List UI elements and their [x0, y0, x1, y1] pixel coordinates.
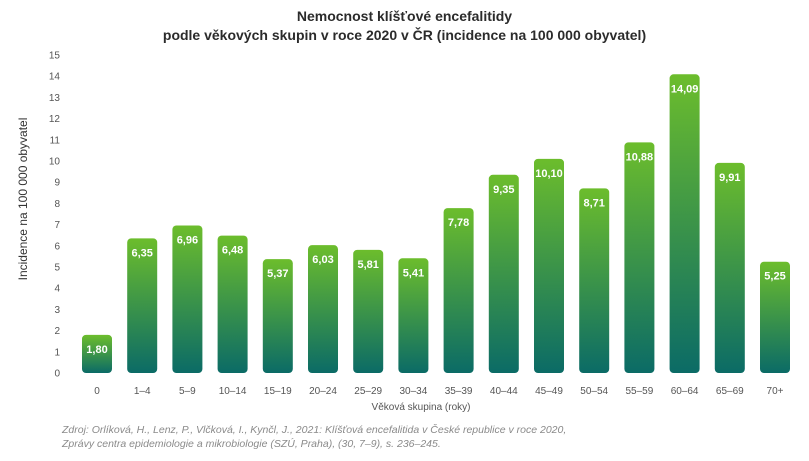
bar: [760, 261, 790, 373]
y-tick-label: 15: [49, 51, 61, 62]
bar-value-label: 5,41: [403, 267, 424, 279]
bar: [669, 74, 700, 374]
x-tick-label: 35–39: [445, 386, 473, 397]
x-tick-label: 10–14: [219, 386, 247, 397]
bar-value-label: 10,88: [626, 151, 654, 163]
bar: [488, 174, 519, 373]
chart-title-line-1: Nemocnost klíšťové encefalitidy: [296, 8, 513, 24]
bar-value-label: 6,96: [177, 234, 198, 246]
y-tick-label: 7: [54, 220, 60, 231]
bar-value-label: 6,48: [222, 245, 243, 257]
x-tick-label: 5–9: [179, 386, 196, 397]
x-tick-label: 15–19: [264, 386, 292, 397]
bar: [534, 158, 564, 373]
source-line-1: Zdroj: Orlíková, H., Lenz, P., Vlčková, …: [62, 424, 567, 436]
y-tick-label: 4: [54, 284, 60, 295]
y-tick-label: 12: [49, 114, 61, 125]
bar-value-label: 6,35: [131, 247, 152, 259]
bars: 1,80 6,35 6,96 6,48 5,37 6,03 5,81 5,41 7,78 9,35…: [82, 74, 790, 374]
bar-value-label: 8,71: [583, 197, 604, 209]
bar-value-label: 5,25: [764, 271, 785, 283]
bar: [82, 334, 112, 373]
source-note: Zdroj: Orlíková, H., Lenz, P., Vlčková, …: [62, 423, 566, 451]
bar-value-label: 9,91: [719, 172, 740, 184]
y-axis-label: Incidence na 100 000 obyvatel: [16, 118, 30, 281]
y-tick-label: 10: [49, 157, 61, 168]
chart-title: Nemocnost klíšťové encefalitidy podle vě…: [0, 7, 809, 45]
source-line-2: Zprávy centra epidemiologie a mikrobiolo…: [62, 438, 441, 450]
y-tick-label: 8: [54, 199, 60, 210]
bar: [217, 235, 248, 373]
x-tick-label: 20–24: [309, 386, 337, 397]
bar: [714, 162, 745, 373]
bar-value-label: 14,09: [671, 83, 699, 95]
y-tick-label: 0: [54, 369, 60, 380]
bar-value-label: 10,10: [535, 168, 563, 180]
bar: [262, 259, 293, 373]
bar: [353, 249, 384, 373]
y-tick-label: 1: [54, 347, 60, 358]
bar-value-label: 9,35: [493, 184, 514, 196]
x-tick-label: 60–64: [671, 386, 699, 397]
y-tick-label: 11: [50, 135, 61, 146]
x-axis-ticks: 0 1–4 5–9 10–14 15–19 20–24 25–29 30–34 35–39 40–…: [94, 386, 783, 397]
chart-title-line-2: podle věkových skupin v roce 2020 v ČR (…: [162, 27, 647, 43]
bar: [172, 225, 203, 373]
bar: [443, 208, 474, 373]
bar-value-label: 5,37: [267, 268, 288, 280]
y-tick-label: 9: [54, 178, 60, 189]
bar-value-label: 6,03: [312, 254, 333, 266]
x-axis-label: Věková skupina (roky): [372, 402, 471, 413]
bar: [579, 188, 610, 373]
y-tick-label: 6: [54, 241, 60, 252]
y-tick-label: 13: [49, 93, 61, 104]
bar: [127, 238, 158, 373]
bar: [308, 245, 338, 373]
bar: [398, 258, 429, 373]
x-tick-label: 50–54: [580, 386, 608, 397]
x-tick-label: 65–69: [716, 386, 744, 397]
bar-value-label: 5,81: [357, 259, 378, 271]
bar-value-label: 1,80: [86, 344, 107, 356]
x-tick-label: 70+: [767, 386, 784, 397]
x-tick-label: 55–59: [625, 386, 653, 397]
x-tick-label: 40–44: [490, 386, 518, 397]
x-tick-label: 25–29: [354, 386, 382, 397]
x-tick-label: 0: [94, 386, 100, 397]
bar-value-label: 7,78: [448, 217, 469, 229]
y-tick-label: 5: [54, 263, 60, 274]
x-tick-label: 30–34: [399, 386, 427, 397]
y-tick-label: 2: [54, 326, 60, 337]
x-tick-label: 1–4: [134, 386, 151, 397]
y-tick-label: 14: [49, 72, 61, 83]
bar: [624, 142, 655, 373]
y-tick-label: 3: [54, 305, 60, 316]
x-tick-label: 45–49: [535, 386, 563, 397]
